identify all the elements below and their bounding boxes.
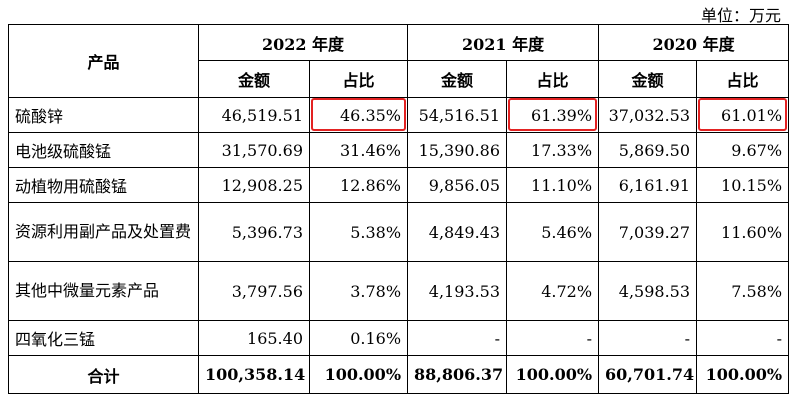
- header-product: 产品: [8, 24, 199, 98]
- amount-cell: 12,908.25: [198, 167, 310, 203]
- amount-cell: 46,519.51: [198, 97, 310, 133]
- product-name: 动植物用硫酸锰: [8, 167, 199, 203]
- ratio-cell: -: [696, 320, 790, 356]
- ratio-cell: 12.86%: [308, 167, 409, 203]
- ratio-cell: 7.58%: [696, 261, 790, 321]
- table-row: 四氧化三锰 165.40 0.16% - - - -: [8, 320, 790, 356]
- ratio-cell: 10.15%: [696, 167, 790, 203]
- ratio-cell: 9.67%: [696, 132, 790, 168]
- header-amount: 金额: [598, 60, 698, 98]
- header-amount: 金额: [198, 60, 310, 98]
- amount-cell: 4,598.53: [598, 261, 698, 321]
- amount-cell: 37,032.53: [598, 97, 698, 133]
- ratio-cell: 0.16%: [308, 320, 409, 356]
- header-amount: 金额: [407, 60, 508, 98]
- product-name: 电池级硫酸锰: [8, 132, 199, 168]
- product-name: 硫酸锌: [8, 97, 199, 133]
- amount-cell: 7,039.27: [598, 202, 698, 262]
- ratio-cell-highlighted: 61.01%: [696, 97, 790, 133]
- header-year-2020: 2020 年度: [598, 24, 790, 61]
- table-row: 动植物用硫酸锰 12,908.25 12.86% 9,856.05 11.10%…: [8, 167, 790, 203]
- total-amount: 60,701.74: [598, 355, 698, 394]
- header-ratio: 占比: [506, 60, 600, 98]
- amount-cell: 54,516.51: [407, 97, 508, 133]
- amount-cell: 5,869.50: [598, 132, 698, 168]
- ratio-cell: 31.46%: [308, 132, 409, 168]
- amount-cell: 15,390.86: [407, 132, 508, 168]
- total-row: 合计 100,358.14 100.00% 88,806.37 100.00% …: [8, 355, 790, 394]
- table-row: 其他中微量元素产品 3,797.56 3.78% 4,193.53 4.72% …: [8, 261, 790, 321]
- header-year-2022: 2022 年度: [197, 24, 409, 61]
- unit-label: 单位：万元: [700, 6, 781, 25]
- amount-cell: 4,193.53: [407, 261, 508, 321]
- total-ratio: 100.00%: [506, 355, 600, 394]
- amount-cell: 165.40: [198, 320, 310, 356]
- ratio-cell: 4.72%: [506, 261, 600, 321]
- product-name: 四氧化三锰: [8, 320, 199, 356]
- amount-cell: 4,849.43: [407, 202, 508, 262]
- ratio-cell: 5.46%: [506, 202, 600, 262]
- ratio-cell-highlighted: 46.35%: [308, 97, 409, 133]
- total-amount: 88,806.37: [407, 355, 508, 394]
- total-label: 合计: [8, 355, 199, 394]
- table-row: 资源利用副产品及处置费 5,396.73 5.38% 4,849.43 5.46…: [8, 202, 790, 262]
- product-name: 资源利用副产品及处置费: [8, 202, 199, 262]
- amount-cell: 9,856.05: [407, 167, 508, 203]
- header-year-2021: 2021 年度: [407, 24, 600, 61]
- total-amount: 100,358.14: [198, 355, 310, 394]
- ratio-cell: 3.78%: [308, 261, 409, 321]
- ratio-cell: 5.38%: [308, 202, 409, 262]
- product-name: 其他中微量元素产品: [8, 261, 199, 321]
- ratio-cell: 11.60%: [696, 202, 790, 262]
- header-row-years: 产品 2022 年度 2021 年度 2020 年度: [8, 24, 790, 98]
- amount-cell: 31,570.69: [198, 132, 310, 168]
- header-row-columns: 金额 占比 金额 占比 金额 占比: [9, 60, 790, 98]
- table-row: 电池级硫酸锰 31,570.69 31.46% 15,390.86 17.33%…: [8, 132, 790, 168]
- amount-cell: -: [407, 320, 508, 356]
- ratio-cell: 11.10%: [506, 167, 600, 203]
- ratio-cell: -: [506, 320, 600, 356]
- ratio-cell: 17.33%: [506, 132, 600, 168]
- amount-cell: 5,396.73: [198, 202, 310, 262]
- table-row: 硫酸锌 46,519.51 46.35% 54,516.51 61.39% 37…: [8, 97, 790, 133]
- header-ratio: 占比: [696, 60, 790, 98]
- total-ratio: 100.00%: [308, 355, 409, 394]
- ratio-cell-highlighted: 61.39%: [506, 97, 600, 133]
- amount-cell: 6,161.91: [598, 167, 698, 203]
- total-ratio: 100.00%: [696, 355, 790, 394]
- header-ratio: 占比: [308, 60, 409, 98]
- amount-cell: -: [598, 320, 698, 356]
- amount-cell: 3,797.56: [198, 261, 310, 321]
- revenue-table: 产品 2022 年度 2021 年度 2020 年度 金额 占比 金额 占比 金…: [8, 24, 790, 394]
